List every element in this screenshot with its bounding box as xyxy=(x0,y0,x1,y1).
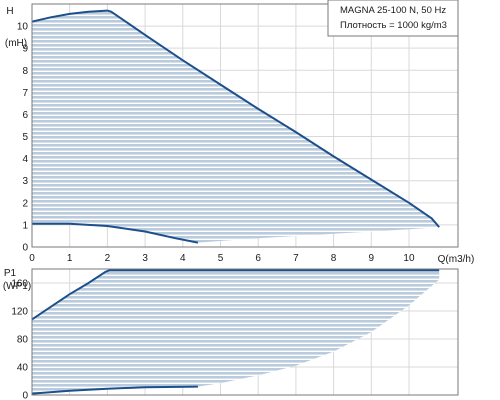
head-y-tick-9: 9 xyxy=(22,44,28,55)
x-tick-8: 8 xyxy=(331,253,337,264)
x-axis-label: Q(m3/h) xyxy=(438,254,475,265)
power-max-curve xyxy=(32,269,440,321)
head-y-tick-6: 6 xyxy=(22,110,28,121)
head-plot-frame xyxy=(31,3,459,248)
head-plot: H (mH) Q(m3/h) 0 1 2 3 4 5 6 7 8 9 10 0 1 2 3 4 5 6 7 8 9 10… xyxy=(5,0,474,265)
head-y-tick-10: 10 xyxy=(17,22,29,33)
legend-frame xyxy=(327,0,459,37)
power-operating-area xyxy=(32,269,440,395)
head-y-tick-3: 3 xyxy=(22,176,28,187)
x-tick-4: 4 xyxy=(180,253,186,264)
x-tick-2: 2 xyxy=(105,253,111,264)
head-min-curve xyxy=(32,222,199,244)
head-y-tick-8: 8 xyxy=(22,66,28,77)
head-operating-region xyxy=(32,10,440,243)
x-tick-5: 5 xyxy=(218,253,224,264)
x-tick-9: 9 xyxy=(369,253,375,264)
head-y-tick-0: 0 xyxy=(22,243,28,254)
x-tick-7: 7 xyxy=(293,253,299,264)
power-y-axis-unit: (WP1) xyxy=(3,281,31,292)
x-tick-10: 10 xyxy=(403,253,415,264)
power-operating-region xyxy=(32,270,440,394)
legend-model: MAGNA 25-100 N, 50 Hz xyxy=(340,5,446,16)
power-plot: P1 (WP1) 0 40 80 120 160 xyxy=(3,268,459,400)
power-y-tick-160: 160 xyxy=(11,279,28,290)
power-y-tick-120: 120 xyxy=(11,307,28,318)
power-y-tick-labels: 0 40 80 120 160 xyxy=(11,279,28,400)
x-tick-3: 3 xyxy=(142,253,148,264)
head-y-tick-1: 1 xyxy=(22,220,28,231)
head-y-tick-4: 4 xyxy=(22,154,28,165)
power-y-tick-40: 40 xyxy=(17,363,29,374)
x-tick-labels: 0 1 2 3 4 5 6 7 8 9 10 xyxy=(29,253,415,264)
power-y-tick-0: 0 xyxy=(22,391,28,400)
head-y-tick-7: 7 xyxy=(22,88,28,99)
head-max-curve xyxy=(32,9,440,228)
power-min-curve xyxy=(32,385,198,395)
legend-box: MAGNA 25-100 N, 50 Hz Плотность = 1000 k… xyxy=(327,0,459,37)
head-operating-area xyxy=(32,9,440,244)
power-y-tick-80: 80 xyxy=(17,335,29,346)
head-y-tick-5: 5 xyxy=(22,132,28,143)
x-tick-1: 1 xyxy=(67,253,73,264)
head-y-tick-2: 2 xyxy=(22,198,28,209)
power-plot-frame xyxy=(31,268,459,396)
head-y-tick-labels: 0 1 2 3 4 5 6 7 8 9 10 xyxy=(17,22,29,254)
head-y-axis-unit: (mH) xyxy=(5,38,27,49)
legend-density: Плотность = 1000 kg/m3 xyxy=(340,20,447,31)
x-tick-0: 0 xyxy=(29,253,35,264)
power-y-axis-label: P1 xyxy=(4,268,17,279)
x-tick-6: 6 xyxy=(255,253,261,264)
head-y-axis-label: H xyxy=(6,6,13,17)
